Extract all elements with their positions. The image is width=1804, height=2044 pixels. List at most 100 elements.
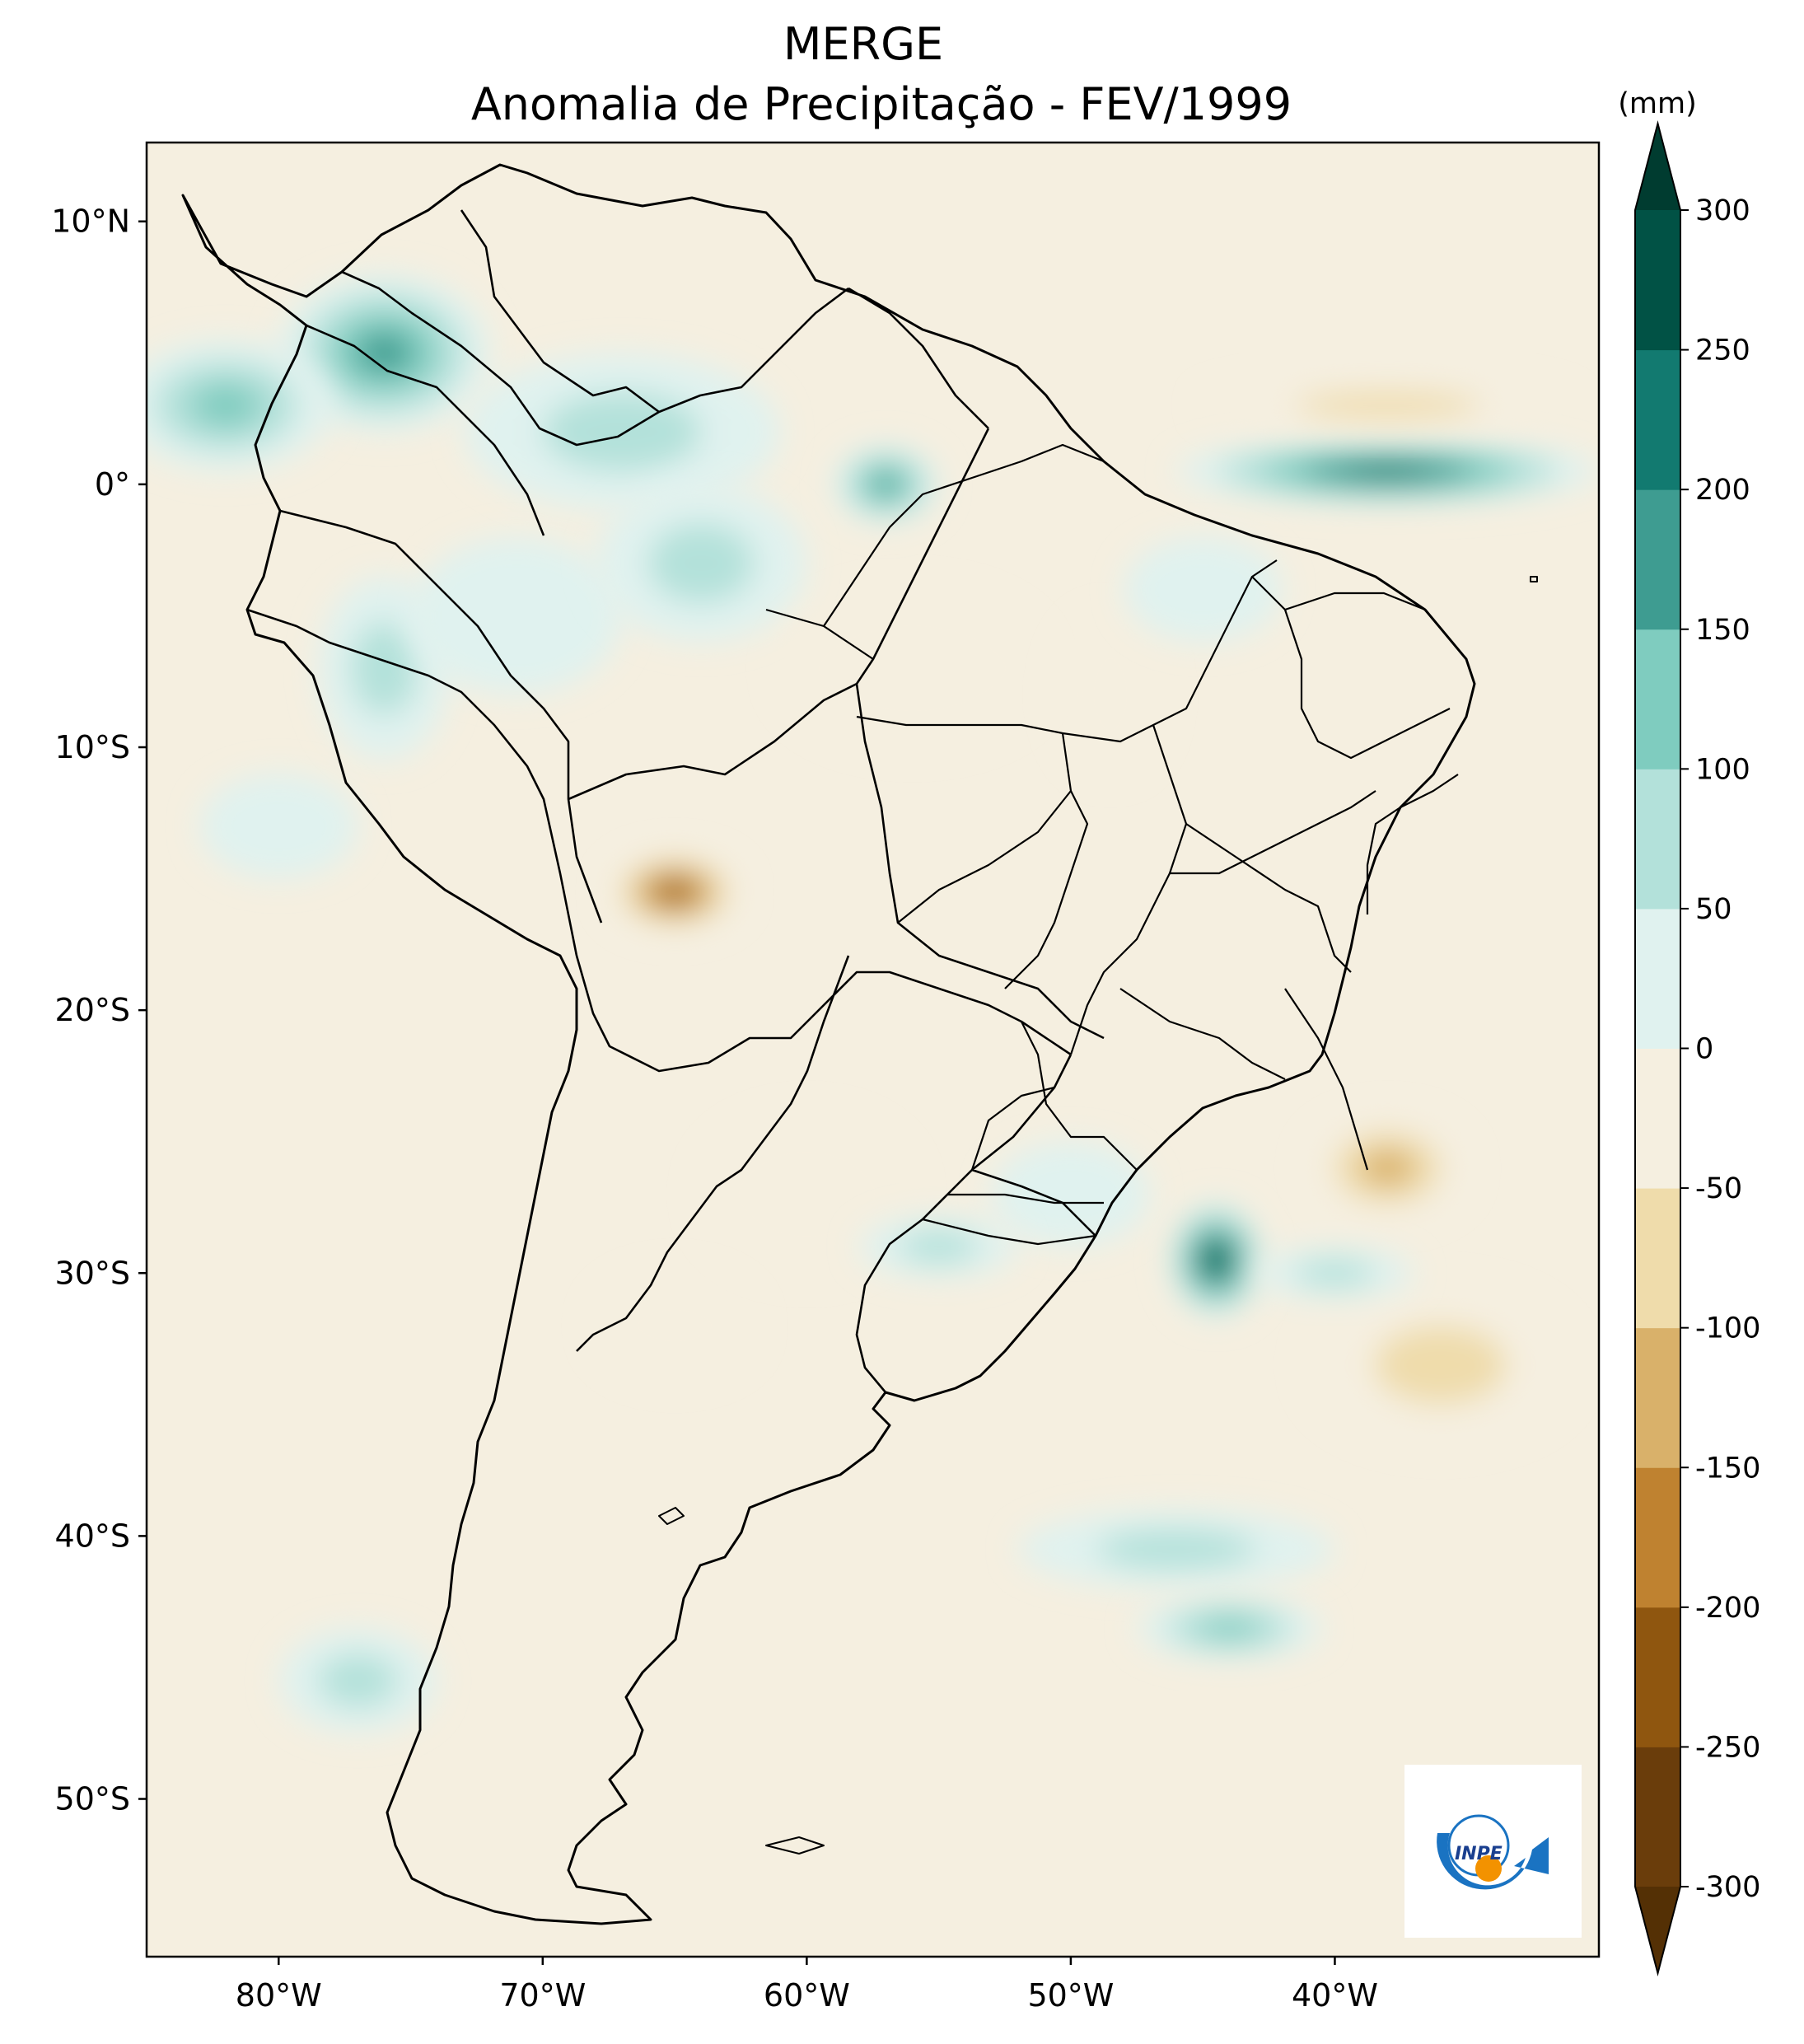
anomaly-contour [1096, 1529, 1256, 1569]
colorbar-segment [1635, 210, 1680, 351]
anomaly-contour [318, 1654, 398, 1707]
anomaly-uruguay-coast-wet [859, 1215, 1018, 1279]
colorbar-unit-label: (mm) [1618, 87, 1697, 120]
logo-background [1404, 1765, 1582, 1938]
colorbar-tick-label: -100 [1695, 1312, 1760, 1345]
anomaly-contour [899, 1231, 979, 1263]
south-america-coastline [181, 163, 1476, 1925]
colorbar-tick-label: -200 [1695, 1592, 1760, 1625]
anomaly-amazon-north-wet [463, 353, 781, 511]
anomaly-contour [648, 523, 755, 603]
anomaly-contour [190, 383, 261, 428]
lat-tick-label: 30°S [55, 1255, 130, 1291]
colorbar-tick-label: 250 [1695, 334, 1750, 367]
anomaly-contour [1124, 536, 1283, 643]
colorbar-segment [1635, 908, 1680, 1049]
anomaly-contour [410, 536, 622, 695]
anomaly-contour [595, 1273, 755, 1378]
colorbar-tick-label: 200 [1695, 474, 1750, 507]
atlantic-islands [658, 576, 1538, 1855]
lon-tick-label: 80°W [236, 1977, 322, 2014]
colorbar-tick-label: 150 [1695, 614, 1750, 647]
anomaly-atlantic-band-2 [1255, 1247, 1414, 1300]
lon-tick-label: 40°W [1292, 1977, 1378, 2014]
anomaly-atlantic-subtrop-dry [1308, 1286, 1573, 1444]
anomaly-contour [1374, 1326, 1507, 1405]
anomaly-contour [1345, 464, 1430, 479]
colorbar-tick-label: 300 [1695, 194, 1750, 227]
anomaly-field [147, 274, 1599, 1733]
lat-tick-label: 0° [95, 466, 130, 503]
brazil-state-borders [765, 443, 1459, 1246]
colorbar-tick-label: 50 [1695, 893, 1732, 926]
anomaly-bolivia-dry [608, 852, 741, 932]
anomaly-atlantic-itcz-wet [1176, 437, 1599, 506]
anomaly-atlantic-south-wet [1168, 1202, 1264, 1318]
anomaly-atlantic-southeast-dry [1308, 1115, 1467, 1221]
anomaly-contour [1208, 1250, 1224, 1270]
colorbar-segment [1635, 629, 1680, 769]
anomaly-contour [1295, 1260, 1375, 1287]
figure-title-line1: MERGE [783, 18, 943, 70]
map-panel: INPE [145, 141, 1601, 1958]
figure-title-line2: Anomalia de Precipitação - FEV/1999 [471, 78, 1292, 130]
anomaly-pacific-itcz-west [147, 339, 332, 471]
lat-tick-label: 20°S [55, 992, 130, 1028]
colorbar-tick-label: -150 [1695, 1452, 1760, 1485]
lat-tick-label: 10°S [55, 729, 130, 765]
anomaly-contour [661, 883, 689, 900]
anomaly-atlantic-north-dry [1203, 379, 1573, 433]
anomaly-south-atlantic-band-wet [1137, 1596, 1322, 1660]
anomaly-chile-south-wet [278, 1628, 437, 1733]
anomaly-patagonia-shelf-wet [1017, 1509, 1335, 1589]
lat-tick-label: 50°S [55, 1781, 130, 1817]
colorbar-segment [1635, 1048, 1680, 1189]
lon-tick-label: 60°W [764, 1977, 850, 2014]
map-frame [145, 141, 1601, 1958]
anomaly-southern-brazil-wet [991, 1141, 1151, 1247]
anomaly-contour [358, 333, 411, 373]
colorbar-segment [1635, 1747, 1680, 1887]
anomaly-contour [1295, 392, 1480, 419]
colorbar-segment [1635, 769, 1680, 910]
anomaly-contour [780, 589, 1045, 747]
anomaly-contour [1198, 1617, 1260, 1639]
logo-sun-icon [1475, 1855, 1502, 1882]
anomaly-para-dry [780, 589, 1045, 747]
colorbar-tick-label: -300 [1695, 1871, 1760, 1904]
colorbar-over-extension [1635, 124, 1680, 210]
anomaly-contour [872, 474, 900, 494]
colorbar-segment [1635, 349, 1680, 490]
colorbar-segment [1635, 1467, 1680, 1608]
anomaly-tocantins-dry [1057, 615, 1164, 774]
anomaly-contour [1057, 615, 1164, 774]
colorbar-segment [1635, 489, 1680, 630]
coastline-and-borders [181, 163, 1538, 1925]
anomaly-contour [199, 773, 358, 879]
anomaly-ne-brazil-wet [1124, 536, 1283, 643]
colorbar-tick-label: -50 [1695, 1172, 1742, 1205]
anomaly-contour [991, 1141, 1151, 1247]
colorbar-under-extension [1635, 1887, 1680, 1973]
anomaly-western-amazon-wet [410, 536, 622, 695]
lat-tick-label: 40°S [55, 1518, 130, 1554]
lon-tick-label: 50°W [1027, 1977, 1114, 2014]
anomaly-contour [351, 622, 418, 715]
lon-tick-label: 70°W [499, 1977, 586, 2014]
colorbar-tick-label: 0 [1695, 1033, 1713, 1066]
colorbar: (mm) -300 -250 -200 -150 -100 -50 0 50 100 150 200… [1618, 87, 1760, 1976]
map-axes: 10°N 0° 10°S 20°S 30°S 40°S 50°S 80°W 70°W 60°W 50… [51, 203, 1378, 2014]
colorbar-tick-label: 100 [1695, 753, 1750, 786]
anomaly-amapa-wet [833, 445, 939, 524]
logo-arc-icon [1437, 1833, 1549, 1890]
logo-text: INPE [1455, 1844, 1503, 1864]
colorbar-tick-label: -250 [1695, 1731, 1760, 1764]
colorbar-segment [1635, 1188, 1680, 1329]
anomaly-argentina-central-dry [595, 1273, 755, 1378]
anomaly-central-amazon-wet [595, 484, 807, 643]
lat-tick-label: 10°N [51, 203, 130, 240]
colorbar-segment [1635, 1607, 1680, 1747]
colorbar-segment [1635, 1327, 1680, 1468]
inpe-logo: INPE [1404, 1765, 1582, 1938]
